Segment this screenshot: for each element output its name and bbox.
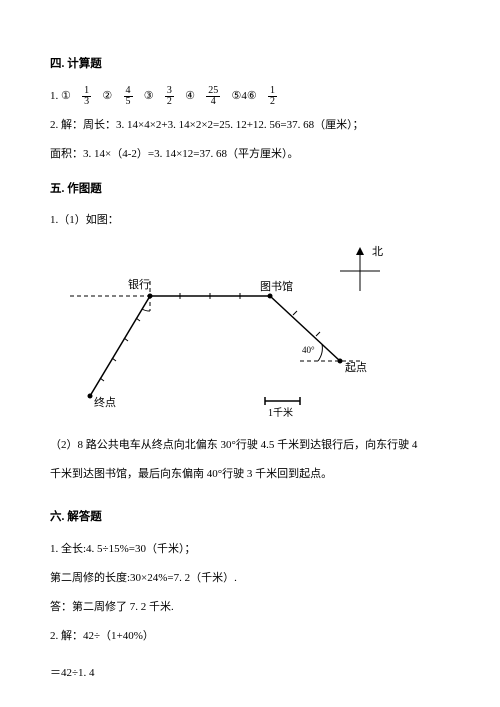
route-diagram: 北 40° 银行 图书馆 起点 终点 1千米 [50,241,430,431]
s4-q1: 1. ① 13 ② 45 ③ 32 ④ 254 ⑤4⑥ 12 [50,86,450,107]
s6-l1: 1. 全长:4. 5÷15%=30（千米）； [50,539,450,560]
q1-prefix: 1. ① [50,90,71,102]
q1-c2: ② [102,90,112,102]
s5-q1: 1.（1）如图： [50,210,450,231]
s5-q1-p2: （2）8 路公共电车从终点向北偏东 30°行驶 4.5 千米到达银行后，向东行驶… [50,435,450,456]
north-label: 北 [372,245,383,258]
library-label: 图书馆 [260,279,293,293]
end-label: 终点 [94,395,116,409]
section5-title: 五. 作图题 [50,179,450,201]
frac4: 254 [206,86,220,107]
diagram-svg: 北 40° 银行 图书馆 起点 终点 1千米 [50,241,430,431]
s6-l5: ＝42÷1. 4 [50,663,450,684]
frac1: 13 [82,86,91,107]
s6-l3: 答：第二周修了 7. 2 千米. [50,597,450,618]
frac2: 45 [124,86,133,107]
scale-label: 1千米 [268,406,293,419]
s4-q2b: 面积：3. 14×（4-2）=3. 14×12=37. 68（平方厘米）。 [50,144,450,165]
s5-q1-p2b: 千米到达图书馆，最后向东偏南 40°行驶 3 千米回到起点。 [50,464,450,485]
s6-l2: 第二周修的长度:30×24%=7. 2（千米）. [50,568,450,589]
section4-title: 四. 计算题 [50,54,450,76]
q1-c3: ③ [144,90,154,102]
frac3: 32 [165,86,174,107]
s4-q2a: 2. 解：周长：3. 14×4×2+3. 14×2×2=25. 12+12. 5… [50,115,450,136]
section6-title: 六. 解答题 [50,507,450,529]
q1-c4: ④ [185,90,195,102]
s6-l4: 2. 解：42÷（1+40%） [50,626,450,647]
angle-label: 40° [302,345,315,355]
frac6: 12 [268,86,277,107]
start-label: 起点 [345,361,367,374]
bank-label: 银行 [128,277,150,291]
q1-c5: ⑤4⑥ [232,90,257,102]
